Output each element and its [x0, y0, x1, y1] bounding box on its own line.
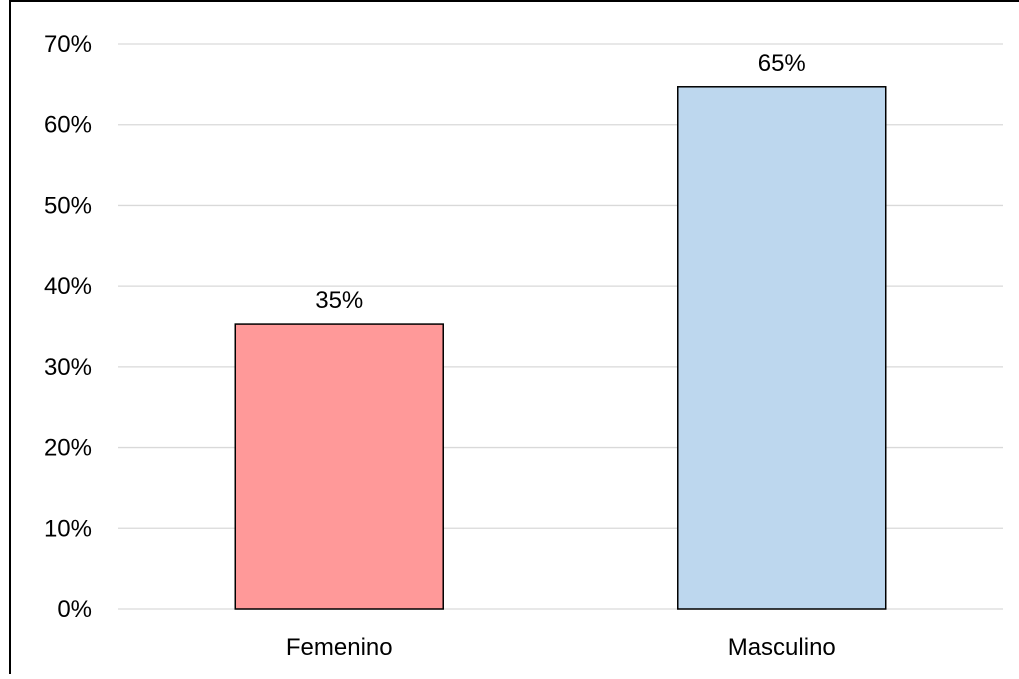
- y-tick-label: 20%: [44, 435, 92, 462]
- x-category-label-masculino: Masculino: [728, 634, 836, 661]
- bar-femenino: [234, 323, 444, 610]
- y-tick-label: 50%: [44, 192, 92, 219]
- x-category-label-femenino: Femenino: [286, 634, 393, 661]
- y-tick-label: 70%: [44, 31, 92, 58]
- x-axis-category-labels: Femenino Masculino: [286, 634, 836, 661]
- bar-masculino: [677, 86, 887, 610]
- y-tick-label: 0%: [57, 596, 92, 623]
- y-tick-label: 30%: [44, 354, 92, 381]
- y-tick-label: 10%: [44, 515, 92, 542]
- bars: [234, 86, 887, 610]
- y-tick-label: 40%: [44, 273, 92, 300]
- data-label-masculino: 65%: [758, 50, 806, 77]
- y-tick-label: 60%: [44, 112, 92, 139]
- data-label-femenino: 35%: [315, 287, 363, 314]
- y-axis-tick-labels: 0% 10% 20% 30% 40% 50% 60% 70%: [44, 31, 92, 623]
- data-labels: 35% 65%: [315, 50, 806, 314]
